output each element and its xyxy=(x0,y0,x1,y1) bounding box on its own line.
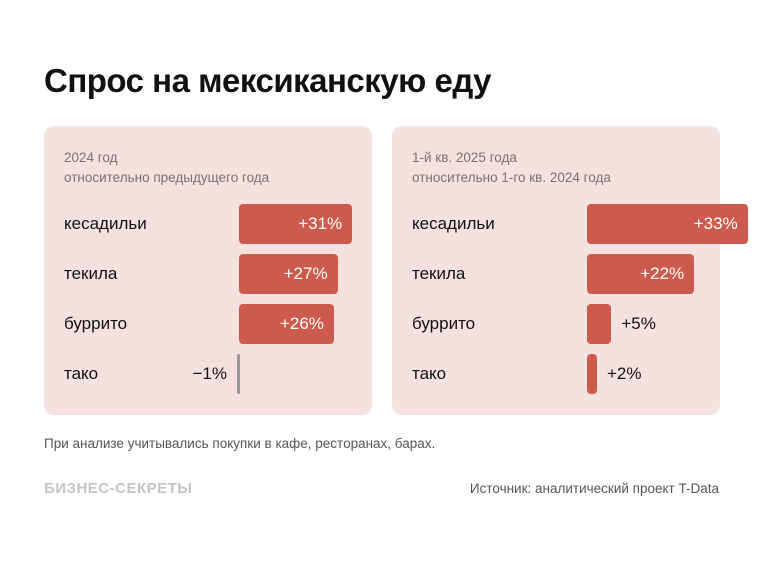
category-label: кесадильи xyxy=(64,214,147,233)
bar-row: кесадильи +31% xyxy=(44,204,372,244)
chart-panel-2024: 2024 год относительно предыдущего года к… xyxy=(44,126,372,415)
bar-row: кесадильи +33% xyxy=(392,204,748,244)
brand-logo: БИЗНЕС-СЕКРЕТЫ xyxy=(44,480,193,497)
category-label: тако xyxy=(64,364,99,383)
bar xyxy=(239,254,338,294)
bar xyxy=(237,354,240,394)
value-label: +26% xyxy=(279,314,324,333)
source-note: Источник: аналитический проект T-Data xyxy=(469,481,719,496)
bar-row: тако +2% xyxy=(392,354,720,394)
page-title: Спрос на мексиканскую еду xyxy=(44,62,492,99)
bar-row: буррито +26% xyxy=(44,304,372,344)
subtitle-line: относительно предыдущего года xyxy=(64,170,270,185)
bar xyxy=(239,204,353,244)
category-label: текила xyxy=(412,264,466,283)
bar-row: текила +27% xyxy=(44,254,372,294)
value-label: +5% xyxy=(621,314,656,333)
footnote: При анализе учитывались покупки в кафе, … xyxy=(44,436,436,451)
value-label: +2% xyxy=(607,364,642,383)
bar xyxy=(587,354,597,394)
bar xyxy=(587,204,748,244)
value-label: +33% xyxy=(693,214,738,233)
value-label: +22% xyxy=(640,264,685,283)
category-label: тако xyxy=(412,364,447,383)
subtitle-line: 1-й кв. 2025 года xyxy=(412,150,517,165)
bar xyxy=(587,304,612,344)
value-label: −1% xyxy=(192,364,228,383)
bar-row: текила +22% xyxy=(392,254,720,294)
category-label: буррито xyxy=(64,314,128,333)
chart-subtitle: 1-й кв. 2025 года относительно 1-го кв. … xyxy=(412,148,611,188)
category-label: текила xyxy=(64,264,118,283)
category-label: буррито xyxy=(412,314,476,333)
subtitle-line: относительно 1-го кв. 2024 года xyxy=(412,170,611,185)
chart-subtitle: 2024 год относительно предыдущего года xyxy=(64,148,269,188)
bar xyxy=(239,304,334,344)
value-label: +31% xyxy=(298,214,343,233)
chart-panel-q1-2025: 1-й кв. 2025 года относительно 1-го кв. … xyxy=(392,126,748,415)
value-label: +27% xyxy=(283,264,328,283)
bar-row: буррито +5% xyxy=(392,304,720,344)
bar-row: тако −1% xyxy=(44,354,372,394)
category-label: кесадильи xyxy=(412,214,495,233)
bar xyxy=(587,254,695,294)
subtitle-line: 2024 год xyxy=(64,150,118,165)
